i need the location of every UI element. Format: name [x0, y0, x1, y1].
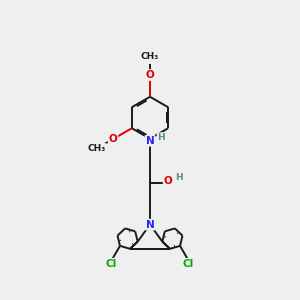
- Text: H: H: [158, 133, 165, 142]
- Text: Cl: Cl: [183, 259, 194, 269]
- Text: O: O: [164, 176, 172, 187]
- Text: O: O: [109, 134, 117, 144]
- Text: N: N: [146, 136, 154, 146]
- Text: CH₃: CH₃: [141, 52, 159, 61]
- Text: O: O: [146, 70, 154, 80]
- Text: Cl: Cl: [106, 259, 117, 269]
- Text: N: N: [146, 220, 154, 230]
- Text: H: H: [176, 173, 183, 182]
- Text: CH₃: CH₃: [88, 144, 106, 153]
